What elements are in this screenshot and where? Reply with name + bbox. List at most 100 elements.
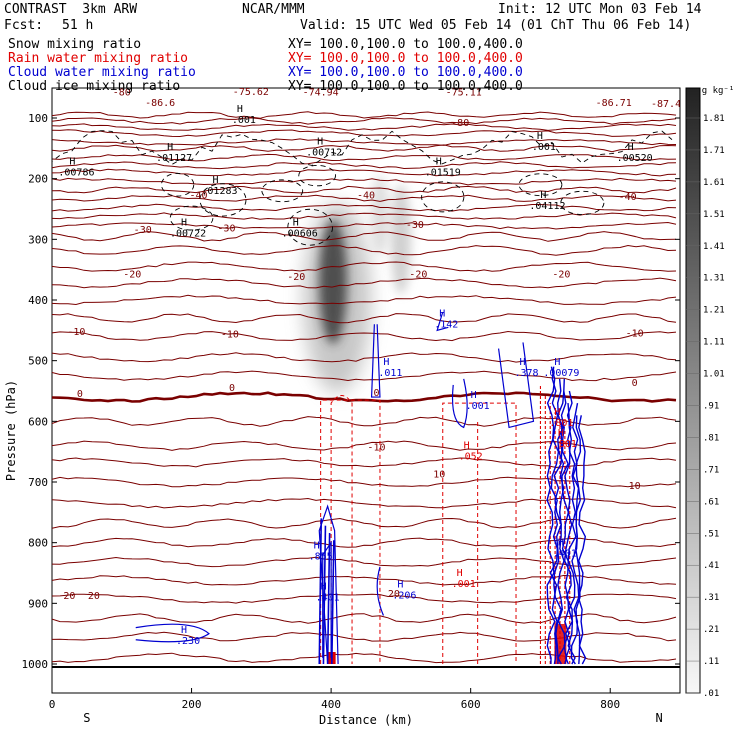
- isotherm-label: -20: [552, 270, 570, 281]
- isotherm: [52, 457, 677, 469]
- isotherm: [52, 313, 677, 324]
- rain-contour: [330, 395, 353, 664]
- snow-core-secondary: [390, 184, 411, 295]
- isotherm: [52, 537, 677, 548]
- isotherm-label: 20: [63, 591, 75, 602]
- cloud-water-contour: [567, 403, 577, 665]
- isotherm-label: 0: [229, 383, 235, 394]
- isotherm: [52, 556, 677, 568]
- rain-max-label: .052: [459, 452, 483, 463]
- colorbar-label: 1.61: [703, 178, 725, 188]
- ice-max-label: .001: [232, 115, 256, 126]
- ice-max-marker: H: [181, 217, 187, 228]
- ice-max-marker: H: [436, 157, 442, 168]
- isotherm-label: -10: [221, 330, 239, 341]
- fcst-value: 51 h: [62, 18, 94, 33]
- isotherm-label: 10: [433, 470, 445, 481]
- isotherm-label: -20: [123, 270, 141, 281]
- isotherm-label: -30: [134, 225, 152, 236]
- isotherm-label: -86.71: [596, 98, 632, 109]
- isotherm: [52, 117, 677, 125]
- cloud-water-contour: [563, 390, 573, 665]
- valid-time: Valid: 15 UTC Wed 05 Feb 14 (01 ChT Thu …: [300, 18, 692, 33]
- colorbar-label: .31: [703, 593, 719, 603]
- cloud-water-max-label: .206: [392, 590, 416, 601]
- cloud-water-max-marker: H: [321, 581, 327, 592]
- isotherm-label: -30: [217, 223, 235, 234]
- colorbar-unit: g kg⁻¹: [702, 86, 735, 96]
- rain-max-marker: H: [457, 568, 463, 579]
- ice-max-marker: H: [540, 190, 546, 201]
- cloud-water-max-label: .00079: [543, 368, 579, 379]
- x-tick-label: 400: [321, 698, 341, 711]
- y-tick-label: 200: [28, 173, 48, 186]
- ice-contour-cell: [199, 183, 247, 217]
- cloud-water-contour: [318, 504, 339, 665]
- isotherm: [52, 631, 677, 642]
- cloud-water-contour: [574, 415, 582, 665]
- isotherm: [52, 440, 677, 451]
- org-label: NCAR/MMM: [242, 2, 305, 17]
- rain-contour: [320, 399, 381, 664]
- y-tick-label: 500: [28, 355, 48, 368]
- isotherm: [52, 177, 677, 186]
- isotherm-label: -40: [357, 191, 375, 202]
- cloud-water-contour: [326, 532, 331, 665]
- colorbar-label: .81: [703, 433, 719, 443]
- isotherm-label: 0: [77, 389, 83, 400]
- legend-snow-xy: XY= 100.0,100.0 to 100.0,400.0: [288, 37, 523, 52]
- ice-max-marker: H: [212, 175, 218, 186]
- isotherm-label: 20: [88, 591, 100, 602]
- contour-labels: -80 -75.62 -74.94 -75.11 -86.6 -86.71 -87.4 -80…: [58, 87, 680, 647]
- y-tick-label: 600: [28, 415, 48, 428]
- isotherm: [52, 370, 677, 382]
- ice-max-marker: H: [167, 142, 173, 153]
- cloud-water-max-label: .378: [514, 368, 538, 379]
- isotherm-label: 0: [373, 388, 379, 399]
- ice-max-marker: H: [293, 217, 299, 228]
- isotherm: [52, 231, 677, 242]
- ice-max-marker: H: [628, 142, 634, 153]
- colorbar-label: .91: [703, 402, 719, 412]
- x-end-label-north: N: [655, 711, 662, 725]
- colorbar-label: 1.11: [703, 338, 725, 348]
- isotherm-label: -40: [190, 191, 208, 202]
- isotherm-label: -75.11: [446, 88, 482, 99]
- ice-max-label: .00786: [58, 168, 94, 179]
- cloud-water-contour: [577, 415, 587, 665]
- isotherm: [52, 138, 677, 146]
- ice-max-label: .00712: [306, 148, 342, 159]
- cloud-water-contour: [451, 378, 468, 429]
- rain-max-marker: H: [464, 441, 470, 452]
- isotherm: [52, 244, 677, 256]
- snow-core-inner: [319, 219, 348, 344]
- cloud-water-max-marker: H: [181, 625, 187, 636]
- fcst-label: Fcst:: [4, 18, 44, 33]
- isotherm: [52, 593, 677, 604]
- isotherm-label: 20: [388, 589, 400, 600]
- ice-max-label: .001: [532, 142, 556, 153]
- rain-max-marker: H: [558, 428, 564, 439]
- y-tick-label: 300: [28, 233, 48, 246]
- isotherm-label: -20: [287, 272, 305, 283]
- isotherm: [52, 161, 677, 170]
- cloud-water-max-marker: H: [439, 308, 445, 319]
- ice-max-marker: H: [237, 104, 243, 115]
- isotherm: [52, 391, 677, 403]
- rain-max-label: .001: [452, 579, 476, 590]
- cloud-water-contour: [331, 540, 335, 665]
- cloud-water-contour: [322, 525, 327, 665]
- cloud-water-contour: [135, 623, 210, 643]
- x-axis-label: Distance (km): [319, 713, 413, 727]
- cloud-water-max-label: .855: [309, 552, 333, 563]
- plot-frame: [51, 87, 681, 694]
- isotherm-label: -75.62: [233, 87, 269, 98]
- colorbar-label: .51: [703, 529, 719, 539]
- x-tick-label: 0: [49, 698, 56, 711]
- isotherm-label: 10: [629, 481, 641, 492]
- rain-max-label: .801: [553, 439, 577, 450]
- legend-cloudwater-label: Cloud water mixing ratio: [8, 65, 196, 80]
- cloud-water-max-label: .230: [176, 636, 200, 647]
- isotherm: [52, 111, 677, 119]
